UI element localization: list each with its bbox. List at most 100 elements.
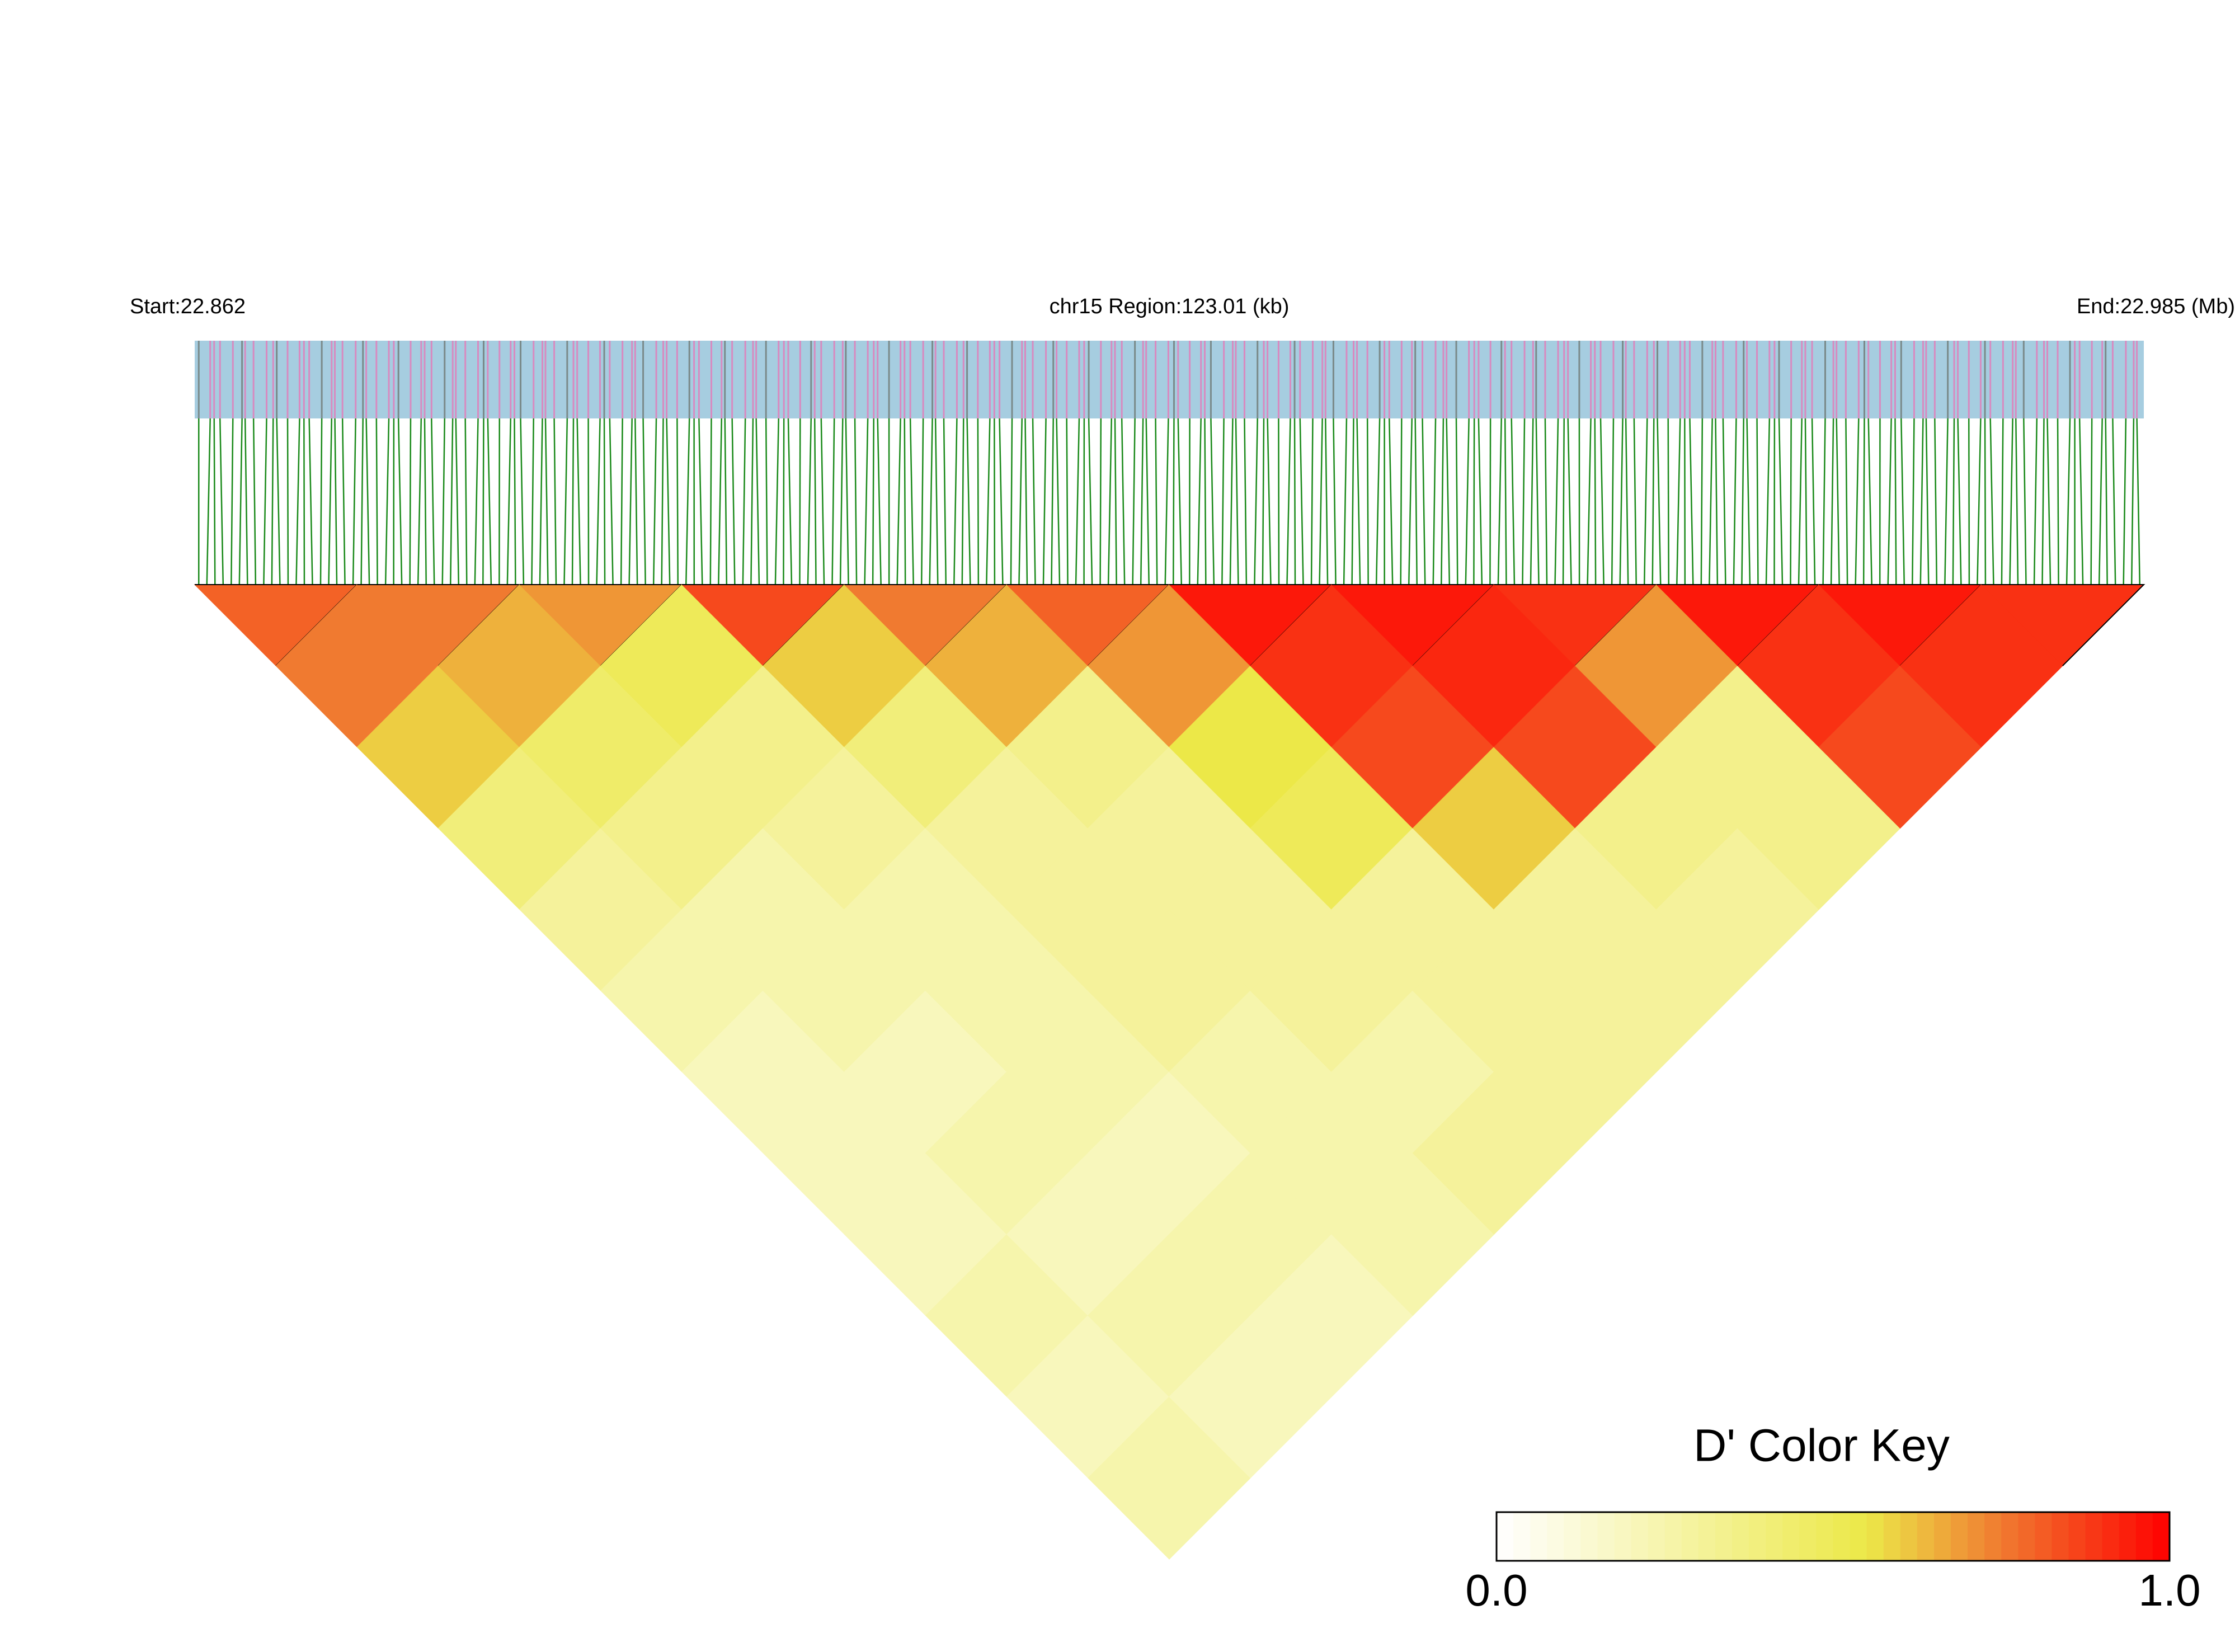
snp-link — [1400, 418, 1403, 585]
snp-link — [539, 418, 543, 585]
snp-link — [352, 418, 356, 585]
snp-link — [652, 418, 657, 585]
snp-link — [820, 418, 825, 585]
snp-link — [1919, 418, 1924, 585]
snp-link — [1244, 418, 1248, 585]
snp-link — [334, 418, 338, 585]
snp-link — [1351, 418, 1354, 585]
snp-link — [397, 418, 403, 585]
colorbar-segment — [1631, 1512, 1649, 1561]
snp-link — [896, 418, 901, 585]
snp-link — [506, 418, 512, 585]
snp-link — [1676, 418, 1681, 585]
snp-link — [1804, 418, 1808, 585]
snp-link — [642, 418, 646, 585]
snp-link — [1746, 418, 1751, 585]
snp-link — [1299, 418, 1304, 585]
colorbar-segment — [1766, 1512, 1784, 1561]
colorbar-segment — [1564, 1512, 1582, 1561]
snp-link — [1798, 418, 1803, 585]
snp-link — [724, 418, 728, 585]
snp-link — [1455, 418, 1458, 585]
snp-link — [2023, 418, 2027, 585]
start-label: Start:22.862 — [130, 295, 246, 318]
snp-link — [1099, 418, 1102, 585]
snp-link — [666, 418, 671, 585]
snp-link — [1912, 418, 1915, 585]
snp-link — [2078, 418, 2084, 585]
ld-cells — [194, 584, 2145, 1560]
colorbar-segment — [2152, 1512, 2170, 1561]
snp-link — [742, 418, 746, 585]
snp-link — [909, 418, 914, 585]
snp-link — [1408, 418, 1413, 585]
snp-link — [375, 418, 378, 585]
snp-link — [1032, 418, 1036, 585]
snp-link — [1567, 418, 1572, 585]
snp-link — [1587, 418, 1592, 585]
snp-link — [1765, 418, 1771, 585]
snp-link — [1715, 418, 1719, 585]
snp-link — [271, 418, 274, 585]
snp-link — [1197, 418, 1202, 585]
snp-link — [1422, 418, 1426, 585]
snp-link — [1267, 418, 1272, 585]
snp-link — [1155, 418, 1158, 585]
snp-link — [943, 418, 947, 585]
snp-link — [787, 418, 793, 585]
colorbar-segment — [1597, 1512, 1615, 1561]
colorbar-segment — [2135, 1512, 2153, 1561]
snp-link — [1689, 418, 1694, 585]
snp-link — [1319, 418, 1323, 585]
snp-link — [845, 418, 849, 585]
snp-link — [1278, 418, 1280, 585]
snp-link — [1177, 418, 1183, 585]
snp-link — [1535, 418, 1540, 585]
snp-link — [409, 418, 412, 585]
snp-link — [1887, 418, 1892, 585]
snp-link — [929, 418, 933, 585]
colorbar-segment — [1816, 1512, 1834, 1561]
snp-link — [2090, 418, 2093, 585]
colorbar-segment — [1698, 1512, 1716, 1561]
snp-link — [877, 418, 882, 585]
snp-link — [263, 418, 267, 585]
snp-link — [1132, 418, 1136, 585]
snp-link — [920, 418, 924, 585]
snp-link — [1075, 418, 1080, 585]
snp-link — [1944, 418, 1949, 585]
snp-link — [341, 418, 346, 585]
snp-link — [531, 418, 535, 585]
snp-link — [1210, 418, 1215, 585]
snp-link — [1173, 418, 1175, 585]
colorbar-segment — [1984, 1512, 2002, 1561]
snp-link — [213, 418, 216, 585]
snp-link — [755, 418, 760, 585]
snp-link — [807, 418, 812, 585]
snp-link — [986, 418, 991, 585]
snp-link — [839, 418, 844, 585]
snp-link — [1599, 418, 1605, 585]
snp-link — [1709, 418, 1713, 585]
snp-link — [1414, 418, 1418, 585]
colorbar-segment — [1968, 1512, 1985, 1561]
snp-link — [417, 418, 422, 585]
snp-link — [1441, 418, 1444, 585]
snp-link — [1107, 418, 1113, 585]
colorbar-tick-label: 0.0 — [1465, 1565, 1527, 1615]
snp-link — [1478, 418, 1483, 585]
colorbar-segment — [2068, 1512, 2086, 1561]
snp-link — [1934, 418, 1938, 585]
colorbar-segment — [1664, 1512, 1682, 1561]
snp-link — [1114, 418, 1117, 585]
colorbar-segment — [2018, 1512, 2036, 1561]
colorbar-segment — [1513, 1512, 1531, 1561]
snp-link — [1254, 418, 1258, 585]
snp-link — [2123, 418, 2127, 585]
snp-link — [1611, 418, 1615, 585]
colorbar-tick-label: 1.0 — [2138, 1565, 2200, 1615]
colorbar: 0.0 1.0 — [1465, 1511, 2201, 1615]
snp-link — [1830, 418, 1834, 585]
snp-link — [2015, 418, 2019, 585]
snp-link — [999, 418, 1004, 585]
